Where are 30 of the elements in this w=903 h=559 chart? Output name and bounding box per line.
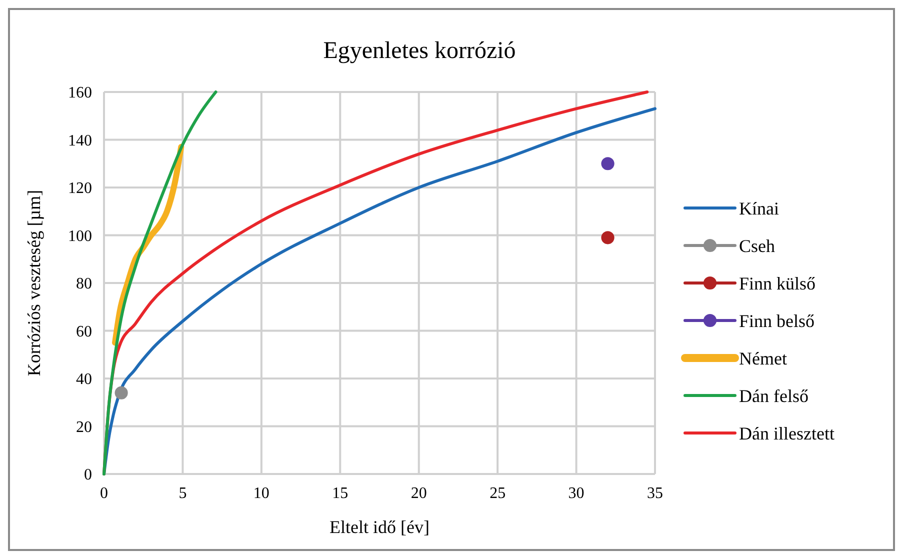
legend-label: Dán illesztett <box>739 423 834 444</box>
x-tick-label: 25 <box>490 485 506 502</box>
x-tick-label: 5 <box>178 485 187 502</box>
x-tick-label: 15 <box>332 485 348 502</box>
legend-label: Cseh <box>739 236 775 256</box>
y-tick-label: 40 <box>76 371 92 388</box>
y-tick-label: 160 <box>68 84 92 102</box>
x-axis-title: Eltelt idő [év] <box>330 517 430 537</box>
legend-label: Dán felső <box>739 386 808 406</box>
point <box>601 231 614 244</box>
legend-label: Finn belső <box>739 310 815 331</box>
x-tick-label: 0 <box>100 485 108 502</box>
legend-label: Finn külső <box>739 273 816 294</box>
legend-label: Német <box>739 348 787 368</box>
y-tick-label: 100 <box>68 228 92 245</box>
y-tick-label: 80 <box>76 276 92 293</box>
point <box>601 157 614 170</box>
point <box>114 386 128 400</box>
y-tick-label: 0 <box>84 466 92 484</box>
x-tick-label: 20 <box>410 485 427 502</box>
legend-label: Kínai <box>739 198 779 218</box>
chart-title: Egyenletes korrózió <box>323 38 516 64</box>
y-tick-label: 140 <box>68 132 92 150</box>
x-tick-label: 10 <box>253 485 270 502</box>
y-tick-label: 120 <box>68 180 92 198</box>
y-tick-label: 20 <box>76 418 92 436</box>
y-tick-label: 60 <box>76 323 92 340</box>
x-tick-label: 35 <box>647 485 663 502</box>
x-tick-label: 30 <box>568 485 584 502</box>
y-axis-title: Korróziós veszteség [µm] <box>24 190 44 376</box>
